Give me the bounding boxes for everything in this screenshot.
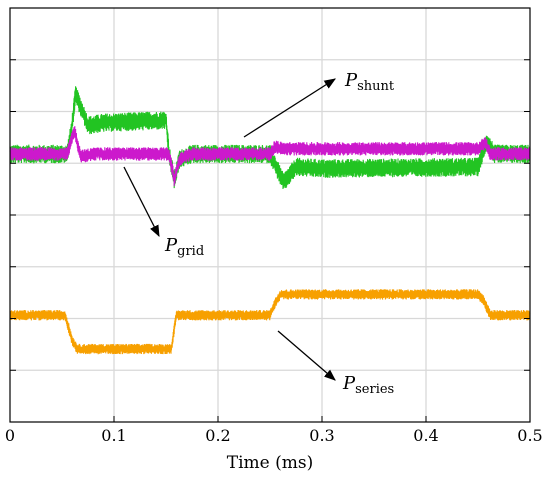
x-tick-label: 0.3	[309, 426, 334, 445]
series-series-line	[9, 289, 531, 355]
series-annotation-label: Pseries	[342, 373, 394, 397]
x-axis-title: Time (ms)	[227, 453, 313, 473]
grid-annotation-label: Pgrid	[164, 235, 204, 259]
x-tick-label: 0.2	[205, 426, 230, 445]
x-tick-label: 0.1	[101, 426, 126, 445]
grid-annotation-symbol: P	[164, 235, 178, 256]
shunt-annotation-label: Pshunt	[344, 70, 395, 94]
grid-annotation-subscript: grid	[177, 244, 204, 259]
series-annotation-symbol: P	[342, 373, 356, 394]
grid-annotation-arrow	[123, 166, 160, 238]
series-grid-line	[9, 126, 531, 187]
shunt-annotation-arrow	[243, 78, 336, 138]
shunt-annotation-symbol: P	[344, 70, 358, 91]
x-tick-label: 0	[5, 426, 15, 445]
series-annotation-subscript: series	[355, 382, 394, 397]
x-tick-label: 0.4	[413, 426, 438, 445]
series-layer	[9, 86, 531, 355]
series-annotation-arrow	[277, 330, 336, 381]
axis-ticks	[9, 59, 531, 422]
x-tick-labels: 0 0.1 0.2 0.3 0.4 0.5	[5, 426, 543, 445]
shunt-annotation-subscript: shunt	[357, 79, 395, 94]
x-tick-label: 0.5	[517, 426, 542, 445]
series-shunt-line	[9, 86, 531, 189]
